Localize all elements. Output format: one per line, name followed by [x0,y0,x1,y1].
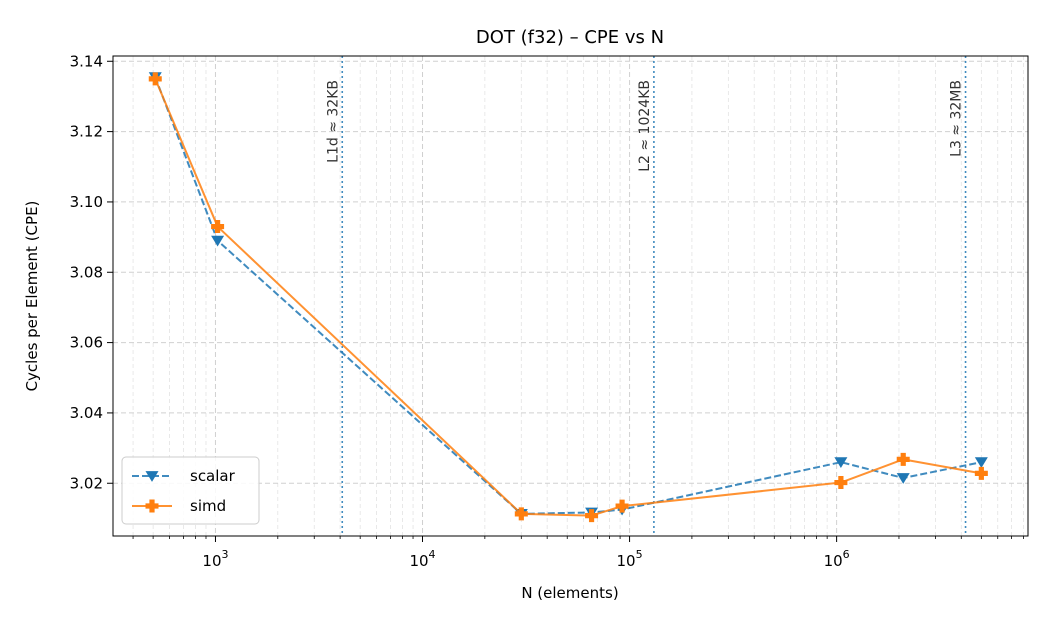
y-tick-label: 3.04 [70,404,103,422]
axis-ticks: 103 104 105 106 3.02 3.04 3.06 3.08 3.10 3.12 3.14 [70,52,1025,570]
y-tick-label: 3.12 [70,123,103,141]
series-group [148,72,988,523]
x-tick-label: 103 [202,548,228,570]
cache-boundary-label: L1d ≈ 32KB [325,80,341,163]
marker-plus [896,452,910,466]
marker-triangle-down [211,235,225,247]
x-tick-label: 105 [617,548,643,570]
marker-plus [615,499,629,513]
y-axis-label: Cycles per Element (CPE) [23,201,41,392]
legend-label-scalar: scalar [190,467,236,485]
marker-triangle-down [834,457,848,469]
series-simd [148,72,988,523]
series-line-simd [154,78,982,517]
y-tick-label: 3.14 [70,52,103,70]
marker-plus [211,220,225,234]
marker-plus [585,509,599,523]
marker-plus [148,72,162,86]
marker-triangle-down [896,473,910,484]
cache-boundary-label: L3 ≈ 32MB [949,80,965,157]
marker-triangle-down [145,471,159,482]
plot-frame [112,55,1029,537]
cache-reference-lines: L1d ≈ 32KB L2 ≈ 1024KB L3 ≈ 32MB [325,56,967,536]
series-line-scalar [154,76,982,515]
marker-plus [145,499,159,513]
x-axis-label: N (elements) [521,584,618,602]
x-tick-label: 106 [824,548,850,570]
x-tick-label: 104 [409,548,435,570]
grid [113,56,1028,536]
cache-boundary-label: L2 ≈ 1024KB [637,80,653,172]
marker-plus [514,507,528,521]
marker-plus [834,476,848,490]
marker-plus [974,466,988,480]
legend: scalar simd [121,456,260,525]
y-tick-label: 3.08 [70,263,103,281]
y-tick-label: 3.02 [70,474,103,492]
chart-title: DOT (f32) – CPE vs N [476,27,664,48]
legend-label-simd: simd [190,497,226,515]
y-tick-label: 3.10 [70,193,103,211]
y-tick-label: 3.06 [70,334,103,352]
marker-triangle-down [974,457,988,469]
